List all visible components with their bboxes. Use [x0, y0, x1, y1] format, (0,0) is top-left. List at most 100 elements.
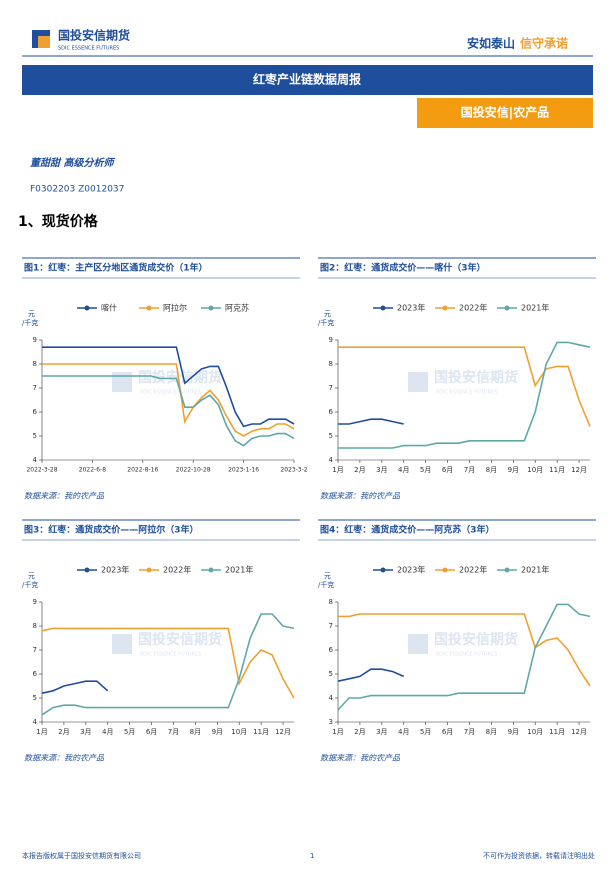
logo-name: 国投安信期货	[58, 28, 130, 43]
x-tick-label: 5月	[124, 728, 135, 736]
tag-text: 国投安信|农产品	[461, 105, 549, 120]
y-unit: /千克	[22, 318, 38, 327]
legend-label: 2021年	[521, 565, 549, 575]
series-line	[337, 668, 405, 682]
chart-title: 图2：红枣：通货成交价——喀什（3年）	[320, 262, 486, 274]
x-tick-label: 8月	[486, 728, 497, 736]
x-tick-label: 2月	[58, 728, 69, 736]
series-line	[337, 603, 591, 711]
chart-source: 数据来源：我的农产品	[320, 492, 401, 501]
x-tick-label: 8月	[486, 466, 497, 474]
x-tick-label: 11月	[549, 466, 565, 474]
x-tick-label: 7月	[168, 728, 179, 736]
legend-swatch	[380, 567, 386, 573]
chart-source: 数据来源：我的农产品	[24, 492, 105, 501]
x-tick-label: 9月	[508, 728, 519, 736]
x-tick-label: 10月	[231, 728, 247, 736]
x-tick-label: 1月	[332, 728, 343, 736]
x-tick-label: 5月	[420, 728, 431, 736]
legend-label: 2022年	[163, 565, 191, 575]
y-tick-label: 7	[329, 384, 333, 392]
legend-swatch	[504, 305, 510, 311]
y-tick-label: 4	[33, 456, 38, 464]
y-tick-label: 8	[33, 360, 37, 368]
x-tick-label: 1月	[332, 466, 343, 474]
x-tick-label: 4月	[398, 728, 409, 736]
series-line	[338, 418, 404, 425]
author-ids: F0302203 Z0012037	[30, 185, 124, 195]
x-tick-label: 2月	[354, 728, 365, 736]
y-tick-label: 7	[33, 646, 37, 654]
y-tick-label: 8	[329, 360, 333, 368]
x-tick-label: 3月	[376, 728, 387, 736]
logo: 国投安信期货 SDIC ESSENCE FUTURES	[32, 28, 130, 52]
legend-swatch	[84, 305, 90, 311]
y-tick-label: 7	[33, 384, 37, 392]
footer-right: 不可作为投资依据，转载请注明出处	[483, 851, 595, 860]
chart-title: 图1：红枣：主产区分地区通货成交价（1年）	[24, 262, 208, 274]
x-tick-label: 2022-10-28	[176, 467, 211, 474]
x-tick-label: 12月	[571, 728, 587, 736]
y-tick-label: 8	[329, 598, 333, 606]
x-tick-label: 5月	[420, 466, 431, 474]
watermark: 国投安信期货	[138, 631, 222, 648]
y-tick-label: 5	[329, 432, 333, 440]
y-tick-label: 7	[329, 622, 333, 630]
slogan: 安如泰山	[467, 36, 515, 51]
y-unit: /千克	[318, 580, 334, 589]
y-tick-label: 4	[33, 718, 38, 726]
y-tick-label: 9	[329, 336, 333, 344]
page-number: 1	[310, 852, 314, 860]
legend-swatch	[146, 305, 152, 311]
chart-title: 图3：红枣：通货成交价——阿拉尔（3年）	[24, 524, 199, 536]
x-tick-label: 8月	[190, 728, 201, 736]
watermark-mark	[112, 634, 132, 654]
series-line	[41, 680, 109, 694]
legend-label: 2023年	[397, 565, 425, 575]
series-line	[338, 613, 591, 687]
legend-swatch	[146, 567, 152, 573]
y-unit: 元	[324, 572, 331, 580]
x-tick-label: 6月	[442, 728, 453, 736]
banner-title: 红枣产业链数据周报	[253, 72, 361, 87]
x-tick-label: 9月	[212, 728, 223, 736]
series-line	[338, 346, 591, 427]
legend-swatch	[442, 305, 448, 311]
y-tick-label: 4	[329, 456, 334, 464]
y-tick-label: 9	[33, 598, 37, 606]
y-tick-label: 9	[33, 336, 37, 344]
y-tick-label: 6	[329, 408, 334, 416]
legend-swatch	[442, 567, 448, 573]
y-unit: 元	[324, 310, 331, 318]
x-tick-label: 11月	[549, 728, 565, 736]
y-tick-label: 6	[33, 670, 38, 678]
x-tick-label: 12月	[275, 728, 291, 736]
legend-label: 阿拉尔	[163, 303, 187, 313]
series-line	[42, 363, 295, 437]
x-tick-label: 3月	[376, 466, 387, 474]
legend-label: 2021年	[521, 303, 549, 313]
y-unit: /千克	[318, 318, 334, 327]
y-tick-label: 5	[33, 432, 37, 440]
watermark: SDIC ESSENCE FUTURES	[140, 390, 201, 396]
x-tick-label: 7月	[464, 466, 475, 474]
series-line	[42, 346, 295, 428]
watermark: 国投安信期货	[138, 369, 222, 386]
x-tick-label: 3月	[80, 728, 91, 736]
x-tick-label: 2022-8-16	[127, 467, 158, 474]
footer-left: 本报告版权属于国投安信期货有限公司	[22, 851, 141, 860]
logo-mark	[38, 36, 50, 48]
x-tick-label: 10月	[527, 466, 543, 474]
watermark-mark	[408, 372, 428, 392]
logo-sub: SDIC ESSENCE FUTURES	[58, 46, 119, 52]
watermark-mark	[112, 372, 132, 392]
series-line	[41, 613, 295, 716]
watermark: SDIC ESSENCE FUTURES	[436, 652, 497, 658]
series-line	[338, 341, 591, 449]
x-tick-label: 4月	[102, 728, 113, 736]
legend-label: 2022年	[459, 303, 487, 313]
series-line	[42, 375, 295, 447]
slogan: 信守承诺	[520, 36, 568, 51]
y-tick-label: 4	[329, 694, 334, 702]
